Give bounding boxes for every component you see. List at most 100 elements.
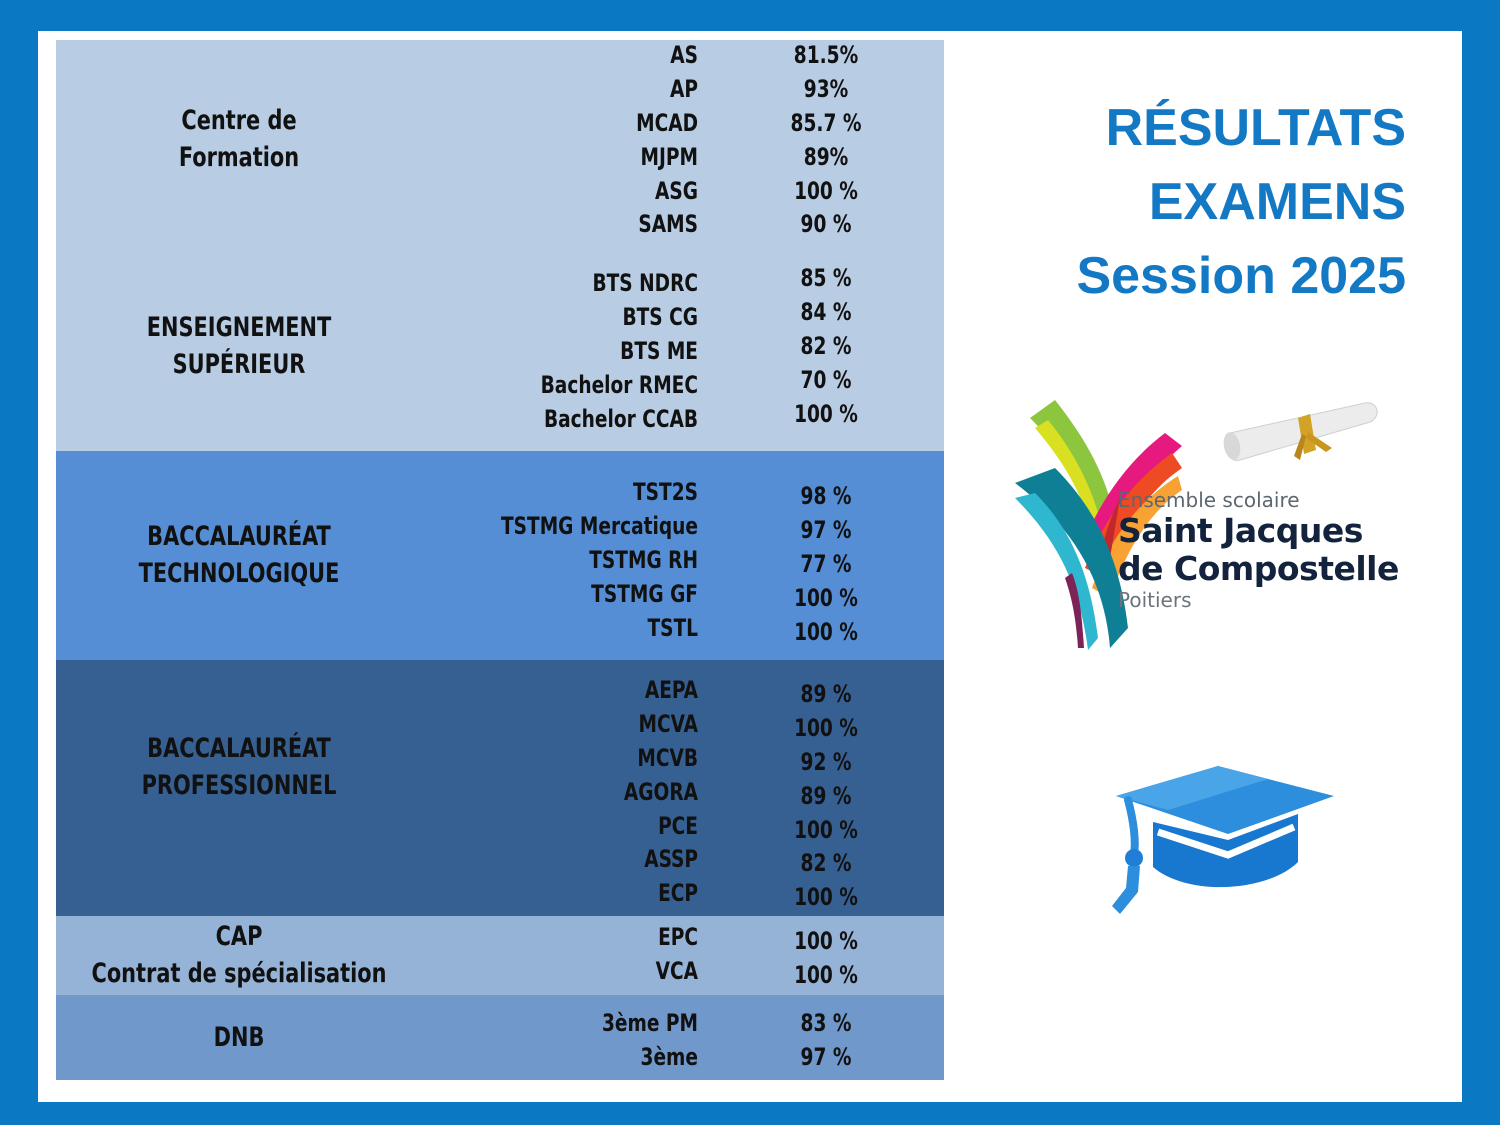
section-cap: CAP Contrat de spécialisation EPC 100 % V… xyxy=(56,916,944,995)
section-label-line1: ENSEIGNEMENT xyxy=(146,312,332,343)
table-row: PCE 100 % xyxy=(56,809,944,844)
exam-name: TSTL xyxy=(647,614,698,642)
table-row: EPC 100 % xyxy=(56,920,944,955)
pass-rate: 100 % xyxy=(794,961,858,989)
pass-rate: 85.7 % xyxy=(790,109,862,137)
table-row: TST2S 98 % xyxy=(56,475,944,510)
exam-name: ECP xyxy=(658,879,698,907)
exam-name: ASSP xyxy=(644,845,698,873)
exam-name: SAMS xyxy=(638,210,698,238)
table-row: BTS ME 82 % xyxy=(56,332,944,368)
title-line-2: EXAMENS xyxy=(1148,173,1406,231)
table-row: 3ème PM 83 % xyxy=(56,1006,944,1040)
section-label-line1: DNB xyxy=(213,1022,265,1053)
pass-rate: 90 % xyxy=(800,210,852,238)
pass-rate: 77 % xyxy=(800,550,852,578)
pass-rate: 83 % xyxy=(800,1009,852,1037)
exam-name: TSTMG RH xyxy=(589,546,698,574)
pass-rate: 89 % xyxy=(800,782,852,810)
exam-name: AGORA xyxy=(623,778,698,806)
table-row: VCA 100 % xyxy=(56,954,944,989)
section-bac-professionnel: BACCALAURÉAT PROFESSIONNEL AEPA 89 % MCVA… xyxy=(56,660,944,916)
pass-rate: 98 % xyxy=(800,482,852,510)
table-row: Bachelor RMEC 70 % xyxy=(56,366,944,402)
pass-rate: 100 % xyxy=(794,883,858,911)
table-row: MJPM 89% xyxy=(56,140,944,174)
exam-name: Bachelor CCAB xyxy=(543,405,698,433)
pass-rate: 89 % xyxy=(800,680,852,708)
table-row: AGORA 89 % xyxy=(56,775,944,810)
section-label: BACCALAURÉAT TECHNOLOGIQUE xyxy=(82,518,397,592)
section-label-line1: BACCALAURÉAT xyxy=(147,521,331,552)
page-title: RÉSULTATS EXAMENS Session 2025 xyxy=(1076,91,1406,313)
exam-name: AS xyxy=(670,41,698,69)
section-dnb: DNB 3ème PM 83 % 3ème 97 % xyxy=(56,995,944,1080)
section-label: ENSEIGNEMENT SUPÉRIEUR xyxy=(82,309,397,383)
logo-line-4: Poitiers xyxy=(1118,588,1192,612)
pass-rate: 97 % xyxy=(800,1043,852,1071)
section-label-line2: PROFESSIONNEL xyxy=(141,770,337,801)
section-bac-technologique: BACCALAURÉAT TECHNOLOGIQUE TST2S 98 % TST… xyxy=(56,451,944,660)
pass-rate: 93% xyxy=(803,75,849,103)
section-label: BACCALAURÉAT PROFESSIONNEL xyxy=(82,730,397,804)
logo-line-1: Ensemble scolaire xyxy=(1118,488,1300,512)
table-row: TSTL 100 % xyxy=(56,611,944,646)
pass-rate: 82 % xyxy=(800,849,852,877)
table-row: ECP 100 % xyxy=(56,876,944,911)
exam-name: MCVB xyxy=(637,744,698,772)
pass-rate: 84 % xyxy=(800,298,852,326)
results-table: Centre de Formation AS 81.5% AP 93% MCAD 85… xyxy=(56,40,944,1080)
pass-rate: 92 % xyxy=(800,748,852,776)
pass-rate: 85 % xyxy=(800,264,852,292)
results-panel: Centre de Formation AS 81.5% AP 93% MCAD 85… xyxy=(38,31,1462,1102)
school-logo-y-icon xyxy=(1015,400,1182,650)
school-name: Ensemble scolaire Saint Jacques de Compo… xyxy=(1118,488,1399,612)
table-row: AEPA 89 % xyxy=(56,673,944,708)
table-row: 3ème 97 % xyxy=(56,1040,944,1074)
section-label-line1: BACCALAURÉAT xyxy=(147,733,331,764)
pass-rate: 82 % xyxy=(800,332,852,360)
exam-name: TST2S xyxy=(632,478,698,506)
table-row: TSTMG GF 100 % xyxy=(56,577,944,612)
logo-line-2: Saint Jacques xyxy=(1118,511,1363,550)
exam-name: EPC xyxy=(658,923,698,951)
exam-name: PCE xyxy=(658,812,698,840)
section-label: CAP Contrat de spécialisation xyxy=(78,918,400,992)
pass-rate: 100 % xyxy=(794,714,858,742)
pass-rate: 70 % xyxy=(800,366,852,394)
pass-rate: 100 % xyxy=(794,177,858,205)
pass-rate: 100 % xyxy=(794,584,858,612)
pass-rate: 97 % xyxy=(800,516,852,544)
table-row: BTS CG 84 % xyxy=(56,298,944,334)
section-label-line1: Centre de xyxy=(181,105,297,136)
section-label-line2: Contrat de spécialisation xyxy=(91,958,387,989)
table-row: MCAD 85.7 % xyxy=(56,106,944,140)
table-row: ASSP 82 % xyxy=(56,842,944,877)
section-enseignement-superieur: ENSEIGNEMENT SUPÉRIEUR BTS NDRC 85 % BTS … xyxy=(56,250,944,451)
pass-rate: 100 % xyxy=(794,816,858,844)
table-row: AP 93% xyxy=(56,72,944,106)
exam-name: AP xyxy=(670,75,698,103)
exam-name: Bachelor RMEC xyxy=(540,371,698,399)
exam-name: ASG xyxy=(655,177,698,205)
section-label-line2: Formation xyxy=(178,142,300,173)
table-row: MCVB 92 % xyxy=(56,741,944,776)
diploma-scroll-icon xyxy=(1223,402,1378,461)
table-row: ASG 100 % xyxy=(56,174,944,208)
table-row: TSTMG RH 77 % xyxy=(56,543,944,578)
exam-name: BTS NDRC xyxy=(592,269,698,297)
exam-name: TSTMG GF xyxy=(591,580,698,608)
section-label-line1: CAP xyxy=(215,921,263,952)
exam-name: VCA xyxy=(655,957,698,985)
section-label: Centre de Formation xyxy=(82,102,397,176)
exam-name: TSTMG Mercatique xyxy=(500,512,698,540)
pass-rate: 89% xyxy=(803,143,849,171)
exam-name: MJPM xyxy=(640,143,698,171)
section-label-line2: SUPÉRIEUR xyxy=(172,349,306,380)
pass-rate: 100 % xyxy=(794,400,858,428)
section-label-line2: TECHNOLOGIQUE xyxy=(138,558,340,589)
exam-name: 3ème PM xyxy=(601,1009,698,1037)
table-row: AS 81.5% xyxy=(56,38,944,72)
section-label: DNB xyxy=(82,1019,397,1056)
section-centre-formation: Centre de Formation AS 81.5% AP 93% MCAD 85… xyxy=(56,40,944,250)
